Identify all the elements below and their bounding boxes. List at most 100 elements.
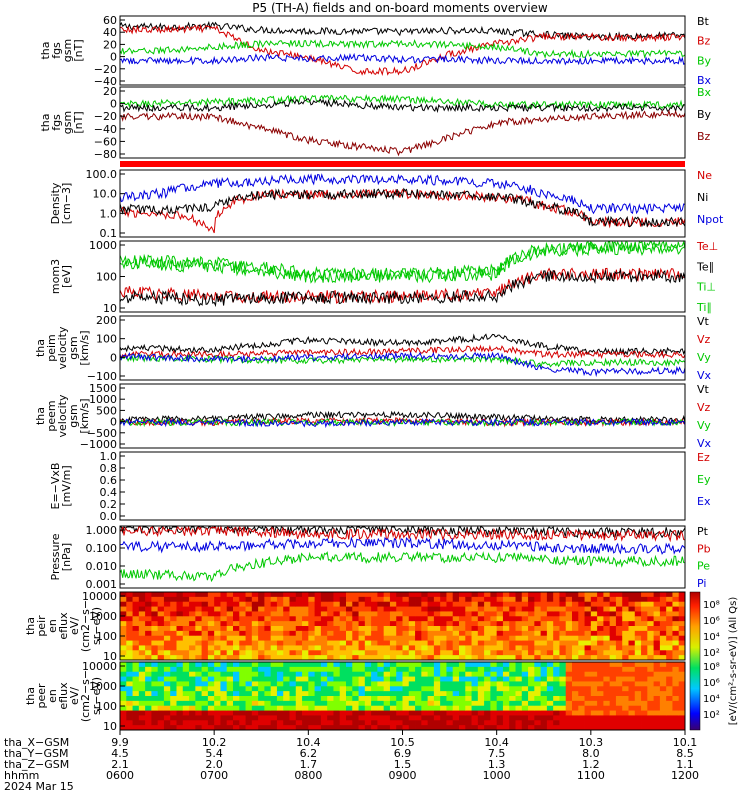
spectrogram-cell — [233, 616, 240, 622]
spectrogram-cell — [565, 592, 573, 598]
spectrogram-cell — [126, 616, 133, 622]
spectrogram-cell — [333, 606, 341, 612]
spectrogram-cell — [609, 650, 617, 656]
spectrogram-cell — [446, 666, 454, 673]
spectrogram-cell — [320, 611, 328, 617]
spectrogram-cell — [352, 626, 359, 632]
spectrogram-cell — [170, 630, 177, 637]
spectrogram-cell — [496, 710, 504, 716]
spectrogram-cell — [120, 640, 127, 646]
spectrogram-cell — [540, 696, 548, 702]
spectrogram-cell — [528, 626, 535, 632]
spectrogram-cell — [270, 705, 278, 711]
spectrogram-cell — [145, 592, 152, 598]
spectrogram-cell — [239, 650, 246, 656]
spectrogram-cell — [615, 666, 623, 673]
spectrogram-cell — [346, 710, 353, 716]
spectrogram-cell — [433, 601, 441, 607]
spectrogram-cell — [578, 681, 585, 687]
legend-entry: Ti⊥ — [696, 281, 716, 294]
spectrogram-cell — [302, 650, 309, 656]
spectrogram-cell — [346, 681, 353, 687]
spectrogram-cell — [609, 592, 617, 598]
spectrogram-cell — [408, 650, 416, 656]
spectrogram-cell — [214, 662, 221, 668]
spectrogram-cell — [421, 691, 429, 697]
spectrogram-cell — [239, 630, 246, 637]
spectrogram-cell — [371, 635, 378, 641]
spectrogram-cell — [377, 671, 385, 677]
spectrogram-cell — [132, 592, 140, 598]
spectrogram-cell — [521, 725, 529, 731]
spectrogram-cell — [433, 676, 441, 682]
spectrogram-cell — [559, 592, 567, 598]
spectrogram-cell — [308, 666, 316, 673]
spectrogram-cell — [666, 696, 673, 702]
spectrogram-cell — [515, 655, 523, 661]
spectrogram-cell — [327, 611, 334, 617]
spectrogram-cell — [490, 592, 498, 598]
spectrogram-cell — [465, 645, 472, 651]
spectrogram-cell — [528, 611, 535, 617]
spectrogram-cell — [641, 626, 648, 632]
spectrogram-cell — [201, 691, 209, 697]
spectrogram-cell — [408, 616, 416, 622]
spectrogram-cell — [314, 655, 322, 661]
spectrogram-cell — [578, 676, 585, 682]
spectrogram-cell — [440, 650, 447, 656]
spectrogram-cell — [396, 616, 403, 622]
spectrogram-cell — [346, 596, 353, 603]
spectrogram-cell — [609, 666, 617, 673]
spectrogram-cell — [126, 725, 133, 731]
spectrogram-cell — [302, 720, 309, 726]
spectrogram-cell — [182, 710, 190, 716]
spectrogram-cell — [251, 720, 259, 726]
spectrogram-cell — [484, 645, 491, 651]
spectrogram-cell — [138, 630, 146, 637]
spectrogram-cell — [151, 596, 159, 603]
spectrogram-cell — [220, 710, 228, 716]
spectrogram-cell — [151, 705, 159, 711]
spectrogram-cell — [603, 705, 611, 711]
spectrogram-cell — [609, 616, 617, 622]
spectrogram-cell — [346, 662, 353, 668]
spectrogram-cell — [264, 611, 272, 617]
spectrogram-cell — [371, 715, 378, 721]
spectrogram-cell — [628, 691, 636, 697]
spectrogram-cell — [377, 720, 385, 726]
spectrogram-cell — [226, 611, 234, 617]
spectrogram-cell — [603, 662, 611, 668]
spectrogram-cell — [446, 725, 454, 731]
y-axis-label: [nT] — [72, 39, 85, 61]
spectrogram-cell — [572, 725, 579, 731]
spectrogram-cell — [465, 626, 472, 632]
spectrogram-cell — [515, 725, 523, 731]
spectrogram-cell — [641, 691, 648, 697]
legend-entry: Ne — [697, 169, 712, 182]
spectrogram-cell — [559, 705, 567, 711]
spectrogram-cell — [195, 592, 203, 598]
spectrogram-cell — [283, 710, 290, 716]
spectrogram-cell — [521, 715, 529, 721]
spectrogram-cell — [471, 645, 479, 651]
spectrogram-cell — [276, 671, 284, 677]
spectrogram-cell — [283, 592, 290, 598]
spectrogram-cell — [628, 710, 636, 716]
y-axis-label: tha — [34, 339, 47, 357]
spectrogram-cell — [540, 715, 548, 721]
spectrogram-cell — [528, 596, 535, 603]
spectrogram-cell — [415, 606, 422, 612]
spectrogram-cell — [214, 671, 221, 677]
spectrogram-cell — [634, 681, 642, 687]
spectrogram-cell — [289, 691, 297, 697]
y-axis-label: [mV/m] — [60, 465, 73, 506]
spectrogram-cell — [647, 676, 655, 682]
spectrogram-cell — [352, 596, 359, 603]
spectrogram-cell — [383, 725, 391, 731]
spectrogram-cell — [421, 630, 429, 637]
spectrogram-cell — [327, 601, 334, 607]
spectrogram-cell — [502, 655, 510, 661]
spectrogram-cell — [540, 645, 548, 651]
spectrogram-cell — [540, 671, 548, 677]
spectrogram-cell — [314, 705, 322, 711]
